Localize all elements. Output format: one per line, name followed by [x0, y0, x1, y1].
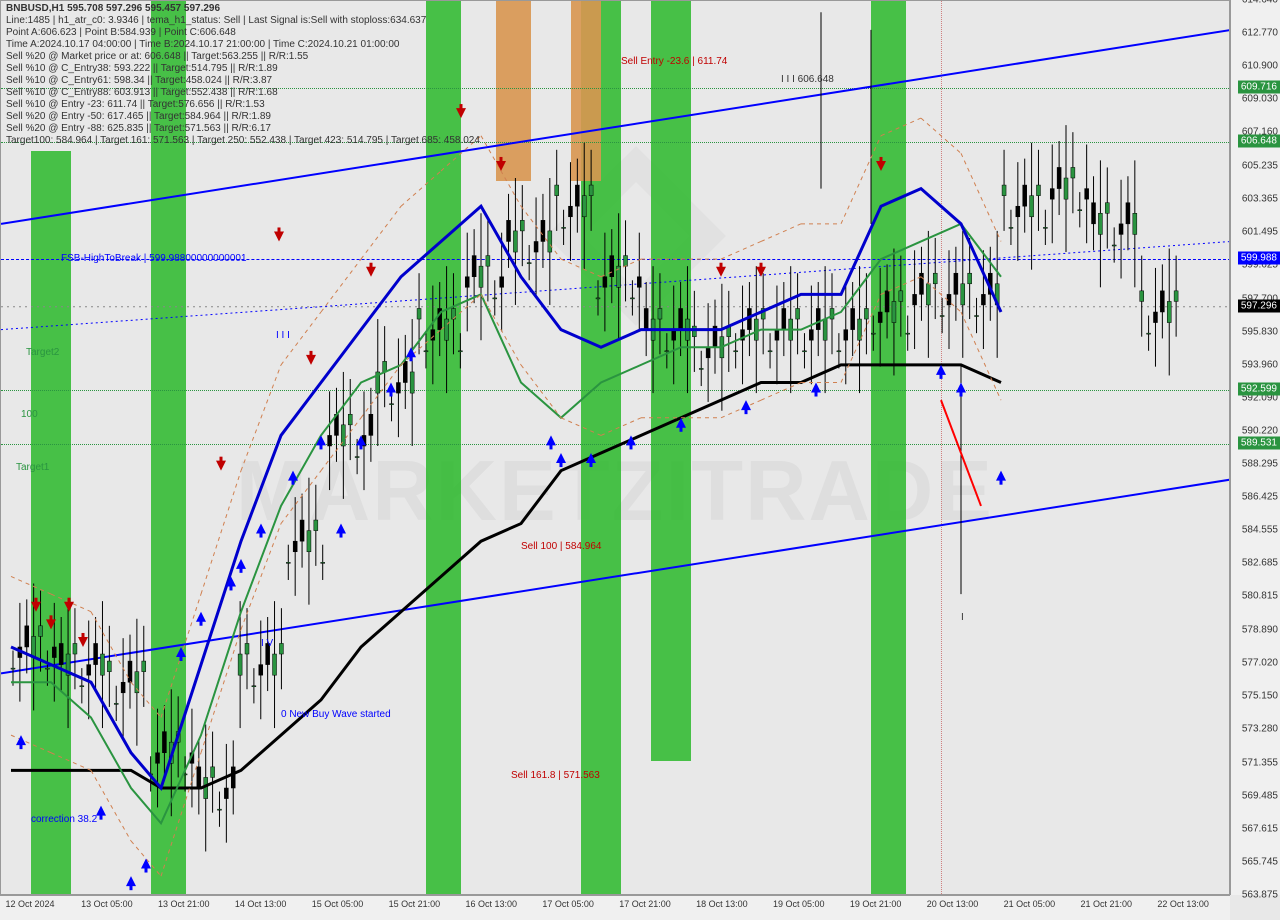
y-tick: 582.685: [1242, 558, 1278, 569]
y-tick: 595.830: [1242, 326, 1278, 337]
y-tick: 609.030: [1242, 93, 1278, 104]
info-line: Sell %20 @ Entry -88: 625.835 || Target:…: [6, 123, 271, 134]
y-tick: 586.425: [1242, 492, 1278, 503]
x-tick: 21 Oct 21:00: [1080, 899, 1132, 909]
x-tick: 15 Oct 21:00: [389, 899, 441, 909]
x-axis: 12 Oct 2024 13 Oct 05:00 13 Oct 21:00 14 Oc…: [0, 895, 1230, 920]
x-tick: 17 Oct 05:00: [542, 899, 594, 909]
green-band: [871, 1, 906, 895]
info-line: Sell %10 @ C_Entry61: 598.34 || Target:4…: [6, 75, 272, 86]
chart-label: Target2: [26, 347, 59, 358]
h-line: [1, 444, 1230, 445]
price-tag: 592.599: [1238, 382, 1280, 395]
y-tick: 603.365: [1242, 193, 1278, 204]
x-tick: 13 Oct 05:00: [81, 899, 133, 909]
y-tick: 612.770: [1242, 27, 1278, 38]
chart-area[interactable]: MARKETZITRADE FSB-HighToBreak | 599.9880…: [0, 0, 1230, 895]
info-line: Point A:606.623 | Point B:584.939 | Poin…: [6, 27, 236, 38]
info-line: Sell %10 @ C_Entry88: 603.913 || Target:…: [6, 87, 278, 98]
chart-label: I I I 606.648: [781, 74, 834, 85]
y-axis: 614.640612.770610.900609.030607.160605.2…: [1230, 0, 1280, 895]
x-tick: 20 Oct 13:00: [927, 899, 979, 909]
y-tick: 573.280: [1242, 724, 1278, 735]
info-line: Target100: 584.964 | Target 161: 571.563…: [6, 135, 480, 146]
x-tick: 16 Oct 13:00: [465, 899, 517, 909]
y-tick: 601.495: [1242, 226, 1278, 237]
y-tick: 578.890: [1242, 625, 1278, 636]
chart-label: I: [961, 612, 964, 623]
info-line: Line:1485 | h1_atr_c0: 3.9346 | tema_h1_…: [6, 15, 426, 26]
vertical-line: [941, 1, 942, 895]
x-tick: 17 Oct 21:00: [619, 899, 671, 909]
x-tick: 19 Oct 21:00: [850, 899, 902, 909]
info-line: Sell %20 @ Market price or at: 606.648 |…: [6, 51, 308, 62]
chart-label: Target1: [16, 462, 49, 473]
x-tick: 22 Oct 13:00: [1157, 899, 1209, 909]
x-tick: 19 Oct 05:00: [773, 899, 825, 909]
green-band: [651, 1, 691, 761]
info-line: Sell %10 @ Entry -23: 611.74 || Target:5…: [6, 99, 265, 110]
y-tick: 580.815: [1242, 591, 1278, 602]
price-tag: 597.296: [1238, 299, 1280, 312]
y-tick: 567.615: [1242, 824, 1278, 835]
chart-label: correction 38.2: [31, 814, 97, 825]
y-tick: 584.555: [1242, 525, 1278, 536]
info-line: Sell %20 @ Entry -50: 617.465 || Target:…: [6, 111, 271, 122]
x-tick: 12 Oct 2024: [5, 899, 54, 909]
y-tick: 590.220: [1242, 425, 1278, 436]
y-tick: 593.960: [1242, 359, 1278, 370]
chart-label: 100: [21, 409, 38, 420]
x-tick: 21 Oct 05:00: [1004, 899, 1056, 909]
y-tick: 588.295: [1242, 459, 1278, 470]
orange-band: [496, 1, 531, 181]
y-tick: 563.875: [1242, 890, 1278, 901]
price-tag: 589.531: [1238, 436, 1280, 449]
x-tick: 15 Oct 05:00: [312, 899, 364, 909]
info-line: Sell %10 @ C_Entry38: 593.222 || Target:…: [6, 63, 278, 74]
orange-band: [571, 1, 601, 181]
y-tick: 610.900: [1242, 60, 1278, 71]
price-tag: 606.648: [1238, 134, 1280, 147]
x-tick: 13 Oct 21:00: [158, 899, 210, 909]
chart-label: Sell 100 | 584.964: [521, 541, 601, 552]
price-tag: 599.988: [1238, 252, 1280, 265]
chart-title: BNBUSD,H1 595.708 597.296 595.457 597.29…: [6, 3, 220, 14]
chart-label: Sell 161.8 | 571.563: [511, 770, 600, 781]
y-tick: 571.355: [1242, 758, 1278, 769]
y-tick: 577.020: [1242, 658, 1278, 669]
y-tick: 575.150: [1242, 691, 1278, 702]
x-tick: 14 Oct 13:00: [235, 899, 287, 909]
h-line: [1, 390, 1230, 391]
chart-label: Sell Entry -23.6 | 611.74: [621, 56, 727, 67]
chart-label: I V: [261, 638, 273, 649]
info-line: Time A:2024.10.17 04:00:00 | Time B:2024…: [6, 39, 399, 50]
h-line-label: FSB-HighToBreak | 599.98800000000001: [61, 253, 247, 264]
y-tick: 565.745: [1242, 857, 1278, 868]
chart-container: MARKETZITRADE FSB-HighToBreak | 599.9880…: [0, 0, 1280, 920]
y-tick: 569.485: [1242, 791, 1278, 802]
chart-label: I I I: [276, 330, 290, 341]
chart-label: 0 New Buy Wave started: [281, 709, 391, 720]
x-tick: 18 Oct 13:00: [696, 899, 748, 909]
price-tag: 609.716: [1238, 80, 1280, 93]
y-tick: 614.640: [1242, 0, 1278, 6]
y-tick: 605.235: [1242, 160, 1278, 171]
